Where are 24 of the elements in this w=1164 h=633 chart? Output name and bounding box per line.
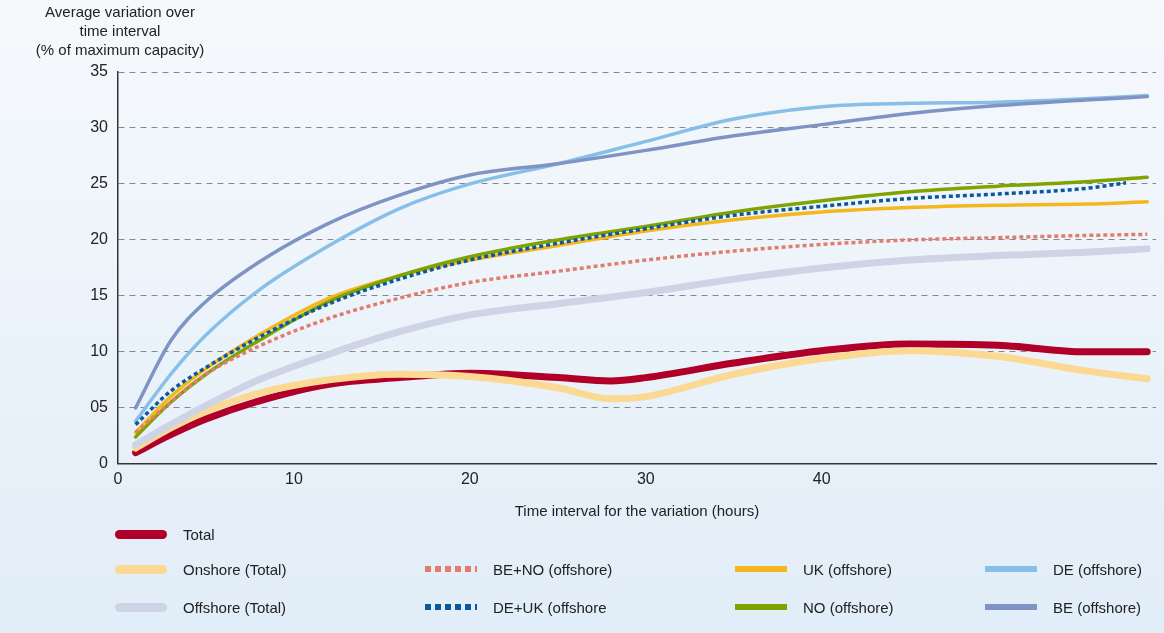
y-tick-label: 20 <box>90 230 109 248</box>
x-tick-label: 0 <box>113 469 123 487</box>
legend-label: BE+NO (offshore) <box>493 560 613 578</box>
y-tick-label: 10 <box>90 342 109 360</box>
y-tick-label: 25 <box>90 174 109 192</box>
legend-label: Total <box>183 525 215 543</box>
legend-label: DE+UK (offshore <box>493 598 607 616</box>
y-tick-label: 35 <box>90 62 109 80</box>
legend-label: DE (offshore) <box>1053 560 1142 578</box>
legend-label: Onshore (Total) <box>183 560 287 578</box>
legend-label: Offshore (Total) <box>183 598 287 616</box>
legend-label: BE (offshore) <box>1053 598 1142 616</box>
legend-label: UK (offshore) <box>803 560 892 578</box>
y-tick-label: 05 <box>90 398 109 416</box>
x-axis-title: Time interval for the variation (hours) <box>514 502 760 520</box>
x-tick-label: 40 <box>812 469 831 487</box>
y-tick-label: 0 <box>99 454 109 472</box>
y-tick-label: 15 <box>90 286 109 304</box>
y-tick-label: 30 <box>90 118 109 136</box>
x-tick-label: 30 <box>636 469 655 487</box>
legend-label: NO (offshore) <box>803 598 894 616</box>
y-axis-title: Average variation over time interval (% of maximum capacity) <box>34 2 206 59</box>
x-tick-label: 20 <box>460 469 479 487</box>
x-tick-label: 10 <box>285 469 303 487</box>
